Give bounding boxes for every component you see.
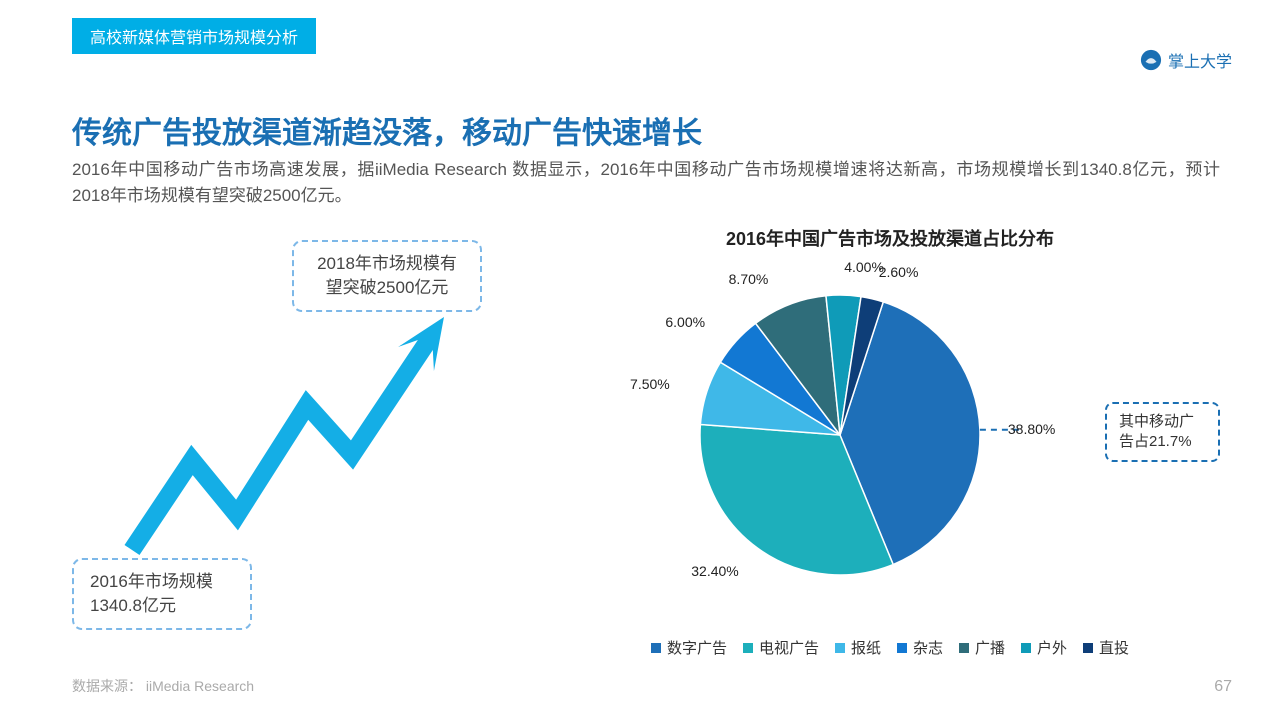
legend-item: 数字广告 (651, 637, 727, 658)
page-number: 67 (1214, 678, 1232, 696)
pie-pct-label: 32.40% (691, 563, 738, 579)
legend-swatch (835, 643, 845, 653)
legend-item: 杂志 (897, 637, 943, 658)
legend-item: 电视广告 (743, 637, 819, 658)
legend-swatch (1083, 643, 1093, 653)
page-title: 传统广告投放渠道渐趋没落，移动广告快速增长 (72, 108, 702, 152)
legend-swatch (959, 643, 969, 653)
pie-pct-label: 7.50% (630, 376, 670, 392)
data-source: 数据来源： iiMedia Research (72, 676, 254, 696)
pie-title: 2016年中国广告市场及投放渠道占比分布 (560, 225, 1220, 251)
pie-callout-mobile: 其中移动广告占21.7% (1105, 402, 1220, 463)
legend-label: 直投 (1099, 637, 1129, 658)
logo-text: 掌上大学 (1168, 48, 1232, 72)
legend-item: 户外 (1021, 637, 1067, 658)
pie-pct-label: 2.60% (879, 264, 919, 280)
legend-label: 数字广告 (667, 637, 727, 658)
legend-item: 广播 (959, 637, 1005, 658)
pie-legend: 数字广告 电视广告 报纸 杂志 广播 户外 直投 (560, 637, 1220, 658)
pie-pct-label: 6.00% (665, 314, 705, 330)
legend-item: 报纸 (835, 637, 881, 658)
growth-arrow (122, 300, 482, 600)
legend-swatch (743, 643, 753, 653)
pie-wrap: 38.80%32.40%7.50%6.00%8.70%4.00%2.60%其中移… (560, 255, 1220, 635)
logo-icon (1140, 49, 1162, 71)
legend-swatch (897, 643, 907, 653)
page-subtitle: 2016年中国移动广告市场高速发展，据iiMedia Research 数据显示… (72, 157, 1220, 210)
legend-label: 报纸 (851, 637, 881, 658)
legend-swatch (1021, 643, 1031, 653)
legend-label: 广播 (975, 637, 1005, 658)
header-tag: 高校新媒体营销市场规模分析 (72, 18, 316, 54)
growth-arrow-panel: 2018年市场规模有望突破2500亿元 2016年市场规模1340.8亿元 (72, 230, 542, 630)
logo: 掌上大学 (1140, 48, 1232, 72)
pie-pct-label: 8.70% (729, 271, 769, 287)
legend-label: 电视广告 (759, 637, 819, 658)
legend-label: 户外 (1037, 637, 1067, 658)
legend-item: 直投 (1083, 637, 1129, 658)
pie-panel: 2016年中国广告市场及投放渠道占比分布 38.80% 32.40% 7.50% 6.… (560, 225, 1220, 658)
legend-swatch (651, 643, 661, 653)
pie-chart (660, 255, 1020, 615)
pie-pct-label: 38.80% (1008, 421, 1055, 437)
legend-label: 杂志 (913, 637, 943, 658)
callout-2016: 2016年市场规模1340.8亿元 (72, 558, 252, 630)
